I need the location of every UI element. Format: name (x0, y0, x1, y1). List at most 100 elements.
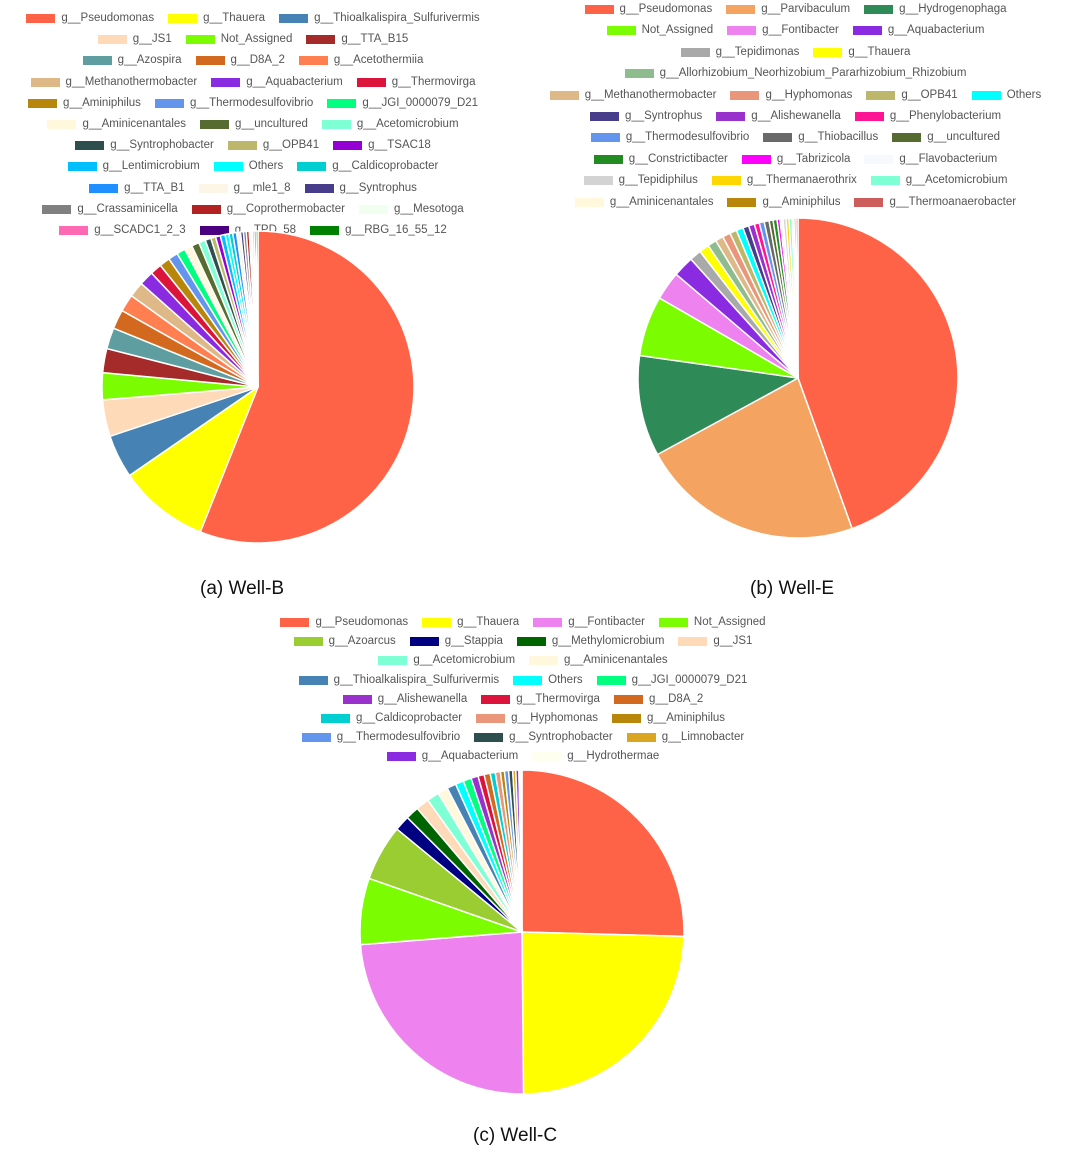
legend-label: g__Aminicenantales (82, 118, 187, 130)
legend-label: g__Thermoanaerobacter (889, 195, 1017, 208)
legend-row: g__Aminiphilus g__Thermodesulfovibrio g__J… (0, 97, 520, 111)
legend-swatch (75, 141, 105, 151)
legend-row: g__Azospira g__D8A_2 g__Acetothermiia (0, 54, 520, 68)
legend-row: g__TTA_B1 g__mle1_8 g__Syntrophus (0, 182, 520, 196)
legend-swatch (195, 56, 225, 66)
legend-label: g__Limnobacter (661, 731, 745, 744)
legend-swatch (321, 120, 351, 129)
pie-slice[interactable] (359, 931, 525, 1095)
legend-swatch (481, 694, 511, 704)
legend-swatch (301, 733, 331, 743)
legend-swatch (306, 35, 336, 45)
legend-swatch (658, 618, 688, 627)
legend-swatch (593, 154, 623, 164)
legend-row: g__Crassaminicella g__Coprothermobacter g_… (0, 203, 520, 217)
chart-caption: (b) Well-E (750, 578, 835, 599)
legend-swatch (549, 90, 579, 100)
legend-row: g__Allorhizobium_Neorhizobium_Pararhizob… (540, 67, 1065, 81)
legend-label: g__Thermodesulfovibrio (189, 96, 314, 109)
legend-label: g__Thauera (457, 616, 520, 628)
legend-label: Not_Assigned (641, 24, 714, 37)
pie-slice[interactable] (637, 354, 799, 456)
legend-swatch (854, 197, 884, 207)
pie-slice[interactable] (656, 377, 853, 539)
legend-label: g__mle1_8 (233, 181, 291, 194)
legend-label: g__Aquabacterium (887, 24, 985, 37)
legend-row: g__Thermodesulfovibrio g__Thiobacillus g__… (540, 131, 1065, 145)
legend-swatch (532, 752, 562, 762)
legend-label: g__Hyphomonas (511, 712, 599, 724)
legend-label: g__Syntrophobacter (509, 731, 613, 744)
chart-panel-well-b: g__Pseudomonas g__Thauera g__Thioalkalispi… (0, 0, 520, 610)
legend-swatch (280, 618, 310, 627)
legend-swatch (596, 675, 626, 685)
legend-swatch (513, 675, 543, 685)
legend-label: g__OPB41 (901, 88, 958, 101)
legend-swatch (386, 752, 416, 762)
legend-label: g__Tepidiphilus (618, 174, 698, 187)
legend-label: g__RBG_16_55_12 (345, 224, 447, 236)
legend-swatch (854, 112, 884, 121)
pie-slice[interactable] (199, 230, 415, 544)
legend-label: g__Thauera (848, 45, 911, 58)
chart-panel-well-e: g__Pseudomonas g__Parvibaculum g__Hydrogen… (540, 0, 1065, 610)
legend-row: g__Alishewanella g__Thermovirga g__D8A_2 (280, 693, 780, 707)
legend-swatch (333, 141, 363, 151)
legend-row: g__Syntrophus g__Alishewanella g__Phenylob… (540, 110, 1065, 124)
legend-label: g__SCADC1_2_3 (94, 224, 186, 236)
legend-label: g__Crassaminicella (77, 202, 178, 215)
legend-swatch (971, 90, 1001, 100)
legend-label: g__JGI_0000079_D21 (631, 673, 748, 686)
legend-label: g__Methylomicrobium (551, 635, 665, 648)
legend-label: g__Methanothermobacter (584, 88, 717, 101)
legend-label: g__Thermodesulfovibrio (625, 131, 750, 144)
legend-label: g__Pseudomonas (619, 3, 713, 15)
pie-slice[interactable] (518, 769, 523, 933)
pie-slice[interactable] (521, 931, 685, 1095)
pie-chart (101, 230, 415, 544)
legend-swatch (378, 656, 408, 666)
legend-label: Others (1006, 88, 1042, 101)
legend-swatch (680, 47, 710, 57)
legend-swatch (727, 197, 757, 207)
legend-label: g__TTA_B15 (341, 33, 409, 46)
legend-label: g__Fontibacter (568, 616, 645, 628)
legend-label: g__Acetomicrobium (356, 118, 459, 130)
legend-label: g__Constrictibacter (628, 152, 728, 165)
legend-label: g__Alishewanella (377, 692, 468, 705)
legend-swatch (727, 26, 757, 36)
legend-label: g__Mesotoga (393, 202, 464, 215)
legend-row: g__Acetomicrobium g__Aminicenantales (280, 654, 780, 668)
legend-label: g__JGI_0000079_D21 (362, 96, 479, 109)
legend-swatch (59, 226, 89, 235)
legend-label: g__Azoarcus (328, 635, 396, 648)
legend-swatch (185, 35, 215, 45)
legend-label: g__Aminiphilus (62, 96, 141, 109)
legend-row: g__Azoarcus g__Stappia g__Methylomicrobium… (280, 635, 780, 649)
legend-swatch (342, 694, 372, 704)
pie-slice[interactable] (795, 217, 799, 379)
legend-swatch (864, 154, 894, 164)
pie-slice[interactable] (797, 217, 959, 530)
legend-row: g__Methanothermobacter g__Aquabacterium g_… (0, 76, 520, 90)
legend-swatch (298, 675, 328, 685)
legend-label: g__Thioalkalispira_Sulfurivermis (314, 12, 480, 24)
pie-slice[interactable] (255, 230, 259, 388)
pie-slice[interactable] (128, 386, 259, 533)
legend-label: Others (248, 160, 284, 173)
legend-row: g__Methanothermobacter g__Hyphomonas g__OP… (540, 89, 1065, 103)
legend-label: g__Acetomicrobium (905, 174, 1008, 187)
legend-swatch (422, 618, 452, 627)
legend-swatch (168, 14, 198, 23)
legend-swatch (589, 112, 619, 121)
pie-slice[interactable] (521, 769, 685, 938)
legend-swatch (97, 35, 127, 45)
legend-swatch (27, 98, 57, 108)
legend-swatch (516, 637, 546, 647)
legend-swatch (813, 47, 843, 57)
legend-label: g__Aminicenantales (564, 654, 668, 667)
legend-swatch (612, 714, 642, 723)
legend-label: g__D8A_2 (230, 54, 285, 67)
legend-label: g__Thermovirga (516, 692, 600, 705)
legend-swatch (763, 133, 793, 143)
